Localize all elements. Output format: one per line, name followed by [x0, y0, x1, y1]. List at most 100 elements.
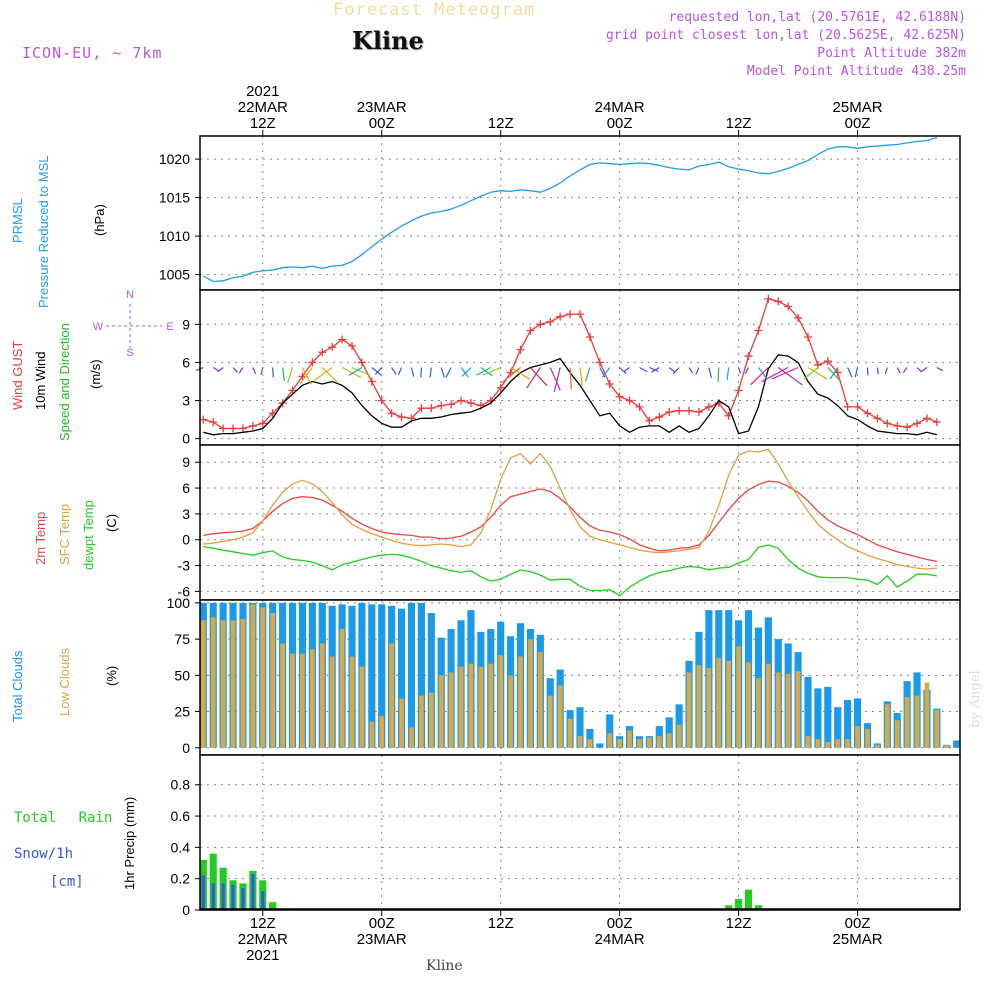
- y-tick-label: 50: [174, 667, 190, 683]
- gust-marker: [873, 414, 882, 423]
- wind-direction-arrow: [397, 367, 403, 375]
- wind-direction-arrow: [688, 367, 694, 374]
- series-line-pressure-0: [202, 136, 938, 283]
- gust-marker: [288, 386, 297, 395]
- wind-direction-arrow: [260, 367, 264, 375]
- precip-unit-label: 1hr Precip (mm): [122, 796, 137, 890]
- total-cloud-bar: [824, 686, 832, 748]
- wind-direction-arrow: [232, 367, 238, 373]
- total-cloud-bar: [586, 728, 594, 748]
- low-cloud-bar: [627, 730, 632, 748]
- wind-direction-arrow: [579, 367, 583, 386]
- low-cloud-bar: [944, 744, 950, 748]
- low-cloud-bar: [220, 620, 226, 748]
- gust-marker: [804, 333, 812, 342]
- wind-unit-label: (m/s): [88, 359, 103, 389]
- total-cloud-bar: [596, 743, 604, 748]
- wind-direction-arrow: [829, 367, 839, 380]
- snow-bar: [201, 875, 205, 910]
- gust-marker: [367, 377, 376, 386]
- bottom-date-label: 12Z: [488, 915, 514, 932]
- low-cloud-bar: [399, 698, 404, 748]
- low-cloud-bar: [795, 670, 801, 748]
- low-cloud-bar: [617, 739, 623, 748]
- gust-marker: [308, 358, 317, 367]
- snow-unit-label: [cm]: [50, 874, 84, 890]
- bottom-date-label: 12Z: [250, 915, 276, 932]
- gust-marker: [377, 396, 386, 405]
- gust-marker: [764, 294, 773, 303]
- y-tick-label: 0.4: [171, 839, 191, 855]
- wind-direction-arrow: [649, 366, 659, 372]
- bottom-date-label: 22MAR: [238, 931, 288, 948]
- model-altitude: Model Point Altitude 438.25m: [746, 64, 966, 79]
- gust-marker: [258, 419, 267, 428]
- total-cloud-bar: [427, 613, 435, 748]
- watermark: by Angel: [968, 670, 983, 728]
- wind-direction-arrow: [771, 366, 799, 380]
- gust-marker: [704, 402, 713, 411]
- gust-marker: [774, 297, 783, 306]
- gust-marker: [397, 413, 406, 422]
- low-cloud-bar: [518, 656, 523, 748]
- low-cloud-bar: [805, 736, 811, 748]
- gust-marker: [744, 352, 753, 361]
- series-line-temperature-2: [203, 544, 938, 597]
- low-cloud-bar: [686, 672, 692, 748]
- y-tick-label: 0: [182, 532, 190, 548]
- low-cloud-bar: [230, 620, 236, 748]
- low-cloud-bar: [428, 692, 434, 748]
- gust-marker: [843, 402, 852, 411]
- gust-marker: [694, 407, 703, 416]
- y-tick-label: 1005: [159, 267, 190, 283]
- low-cloud-bar: [567, 718, 573, 748]
- wind-direction-arrow: [374, 367, 383, 375]
- low-cloud-bar: [875, 744, 880, 748]
- low-cloud-bar: [369, 721, 375, 748]
- top-date-label: 12Z: [488, 115, 514, 132]
- wind-direction-arrow: [529, 367, 548, 387]
- footer-station: Kline: [426, 958, 463, 974]
- low-cloud-bar: [825, 741, 831, 748]
- low-cloud-bar: [607, 733, 613, 748]
- low-cloud-bar: [894, 720, 900, 748]
- bottom-date-label: 24MAR: [595, 931, 645, 948]
- wind-direction-arrow: [854, 367, 859, 378]
- wind-direction-arrow: [726, 367, 730, 381]
- low-cloud-bar: [557, 685, 563, 748]
- snow-bar: [241, 888, 245, 910]
- y-tick-label: 0.6: [171, 808, 191, 824]
- top-date-label: 23MAR: [357, 99, 407, 116]
- top-date-label: 2021: [246, 83, 279, 100]
- gust-marker: [675, 406, 684, 415]
- low-cloud-bar: [706, 668, 712, 748]
- wind-direction-arrow: [480, 367, 493, 377]
- gust-label: Wind GUST: [10, 340, 25, 410]
- y-tick-label: 0: [182, 902, 190, 918]
- clouds-unit-label: (%): [104, 665, 119, 686]
- total-cloud-bar: [834, 707, 842, 748]
- low-cloud-bar: [577, 736, 583, 748]
- model-label: ICON-EU, ~ 7km: [22, 44, 163, 62]
- low-cloud-bar: [656, 736, 662, 748]
- bottom-date-label: 23MAR: [357, 931, 407, 948]
- wind-direction-arrow: [623, 367, 630, 373]
- low-cloud-bar: [716, 657, 722, 748]
- low-cloud-bar: [488, 663, 494, 748]
- requested-coords: requested lon,lat (20.5761E, 42.6188N): [668, 10, 966, 25]
- low-cloud-bar: [270, 613, 276, 748]
- wind-direction-arrow: [553, 367, 561, 393]
- wind-direction-arrow: [619, 367, 627, 375]
- rain-bar: [725, 905, 733, 910]
- total-cloud-bar: [606, 714, 614, 748]
- wind-direction-arrow: [282, 367, 285, 382]
- gust-marker: [863, 409, 872, 418]
- panel-frame: [199, 754, 961, 911]
- wind-direction-arrow: [896, 367, 901, 374]
- top-date-label: 00Z: [845, 115, 871, 132]
- y-tick-label: 0.8: [171, 777, 191, 793]
- low-cloud-bar: [736, 646, 741, 748]
- rain-bar: [269, 902, 277, 910]
- wind-direction-arrow: [668, 367, 676, 373]
